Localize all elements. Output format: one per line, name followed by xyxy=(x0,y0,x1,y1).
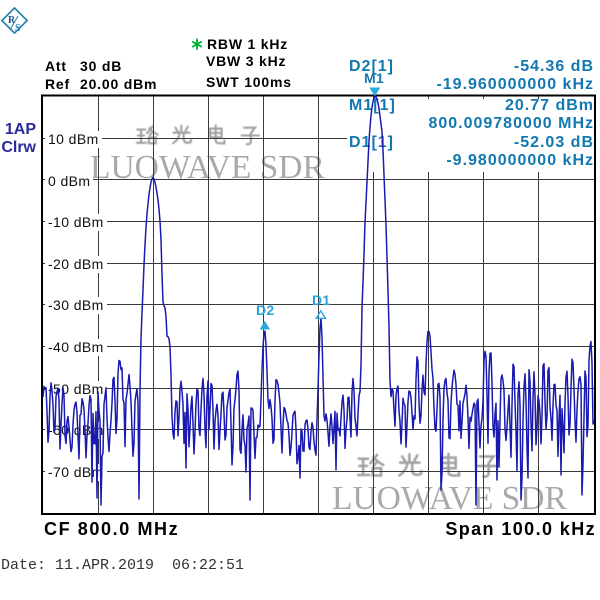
svg-text:R: R xyxy=(8,15,16,26)
svg-text:S: S xyxy=(15,23,21,34)
